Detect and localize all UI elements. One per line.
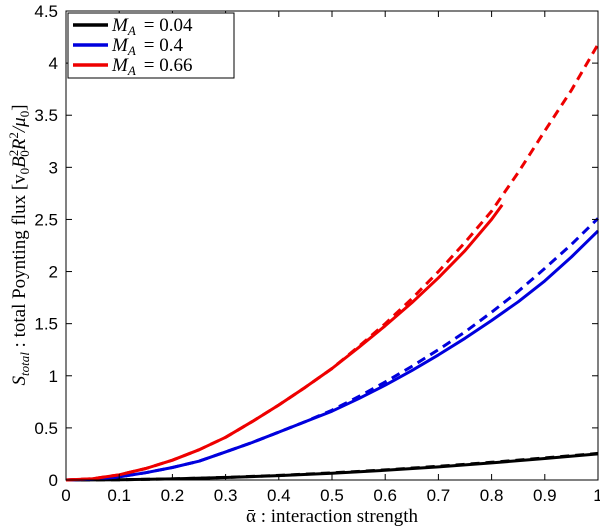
y-axis-label: Stotal : total Poynting flux [v0B20R2/μ0… bbox=[6, 104, 32, 385]
x-tick-label: 0.4 bbox=[267, 486, 291, 505]
x-tick-label: 1 bbox=[593, 486, 600, 505]
y-tick-label: 3 bbox=[49, 158, 58, 177]
x-tick-label: 0.8 bbox=[480, 486, 504, 505]
y-tick-label: 0 bbox=[49, 471, 58, 490]
y-label-sub-0c: 0 bbox=[17, 111, 32, 118]
y-tick-label: 4 bbox=[49, 54, 58, 73]
y-label-sup-2b: 2 bbox=[6, 132, 21, 139]
y-tick-label: 2 bbox=[49, 263, 58, 282]
x-tick-label: 0.7 bbox=[427, 486, 451, 505]
legend-label: MA = 0.66 bbox=[111, 55, 193, 78]
x-tick-label: 0.6 bbox=[373, 486, 397, 505]
x-tick-label: 0.5 bbox=[320, 486, 344, 505]
y-label-subscript: total bbox=[17, 352, 32, 376]
x-tick-label: 0.2 bbox=[161, 486, 185, 505]
y-label-text: : total Poynting flux [v bbox=[9, 174, 30, 352]
y-label-close: ] bbox=[9, 104, 30, 110]
x-axis-label: ᾱ : interaction strength bbox=[246, 506, 418, 527]
series-layer bbox=[65, 43, 600, 482]
y-label-sub-0a: 0 bbox=[17, 168, 32, 175]
series-m-a-0-04-solid-line bbox=[65, 452, 599, 482]
y-tick-label: 1 bbox=[49, 367, 58, 386]
legend-label: MA = 0.4 bbox=[111, 35, 183, 58]
y-tick-label: 1.5 bbox=[34, 315, 58, 334]
y-label-b: B bbox=[9, 156, 30, 168]
y-label-r: R bbox=[9, 138, 30, 151]
x-tick-label: 0 bbox=[61, 486, 70, 505]
y-tick-label: 3.5 bbox=[34, 106, 58, 125]
ticks-layer: 0 0.1 0.2 0.3 0.4 0.5 0.6 0.7 0.8 0.9 1 0 0.5 1 1.5 2 2.… bbox=[34, 2, 600, 505]
x-tick-label: 0.1 bbox=[107, 486, 131, 505]
y-tick-label: 4.5 bbox=[34, 2, 58, 21]
plot-background bbox=[66, 11, 598, 480]
series-m-a-0-66-solid-line bbox=[65, 204, 504, 482]
y-label-mu: /μ bbox=[9, 117, 30, 133]
y-tick-label: 0.5 bbox=[34, 419, 58, 438]
y-label-sup-2a: 2 bbox=[6, 150, 21, 157]
legend-label: MA = 0.04 bbox=[111, 15, 193, 38]
y-label-symbol: S bbox=[9, 376, 30, 386]
x-tick-label: 0.9 bbox=[533, 486, 557, 505]
x-tick-label: 0.3 bbox=[214, 486, 238, 505]
y-label-sub-0b: 0 bbox=[17, 150, 32, 157]
y-tick-label: 2.5 bbox=[34, 210, 58, 229]
series-m-a-0-4-solid-line bbox=[65, 229, 600, 482]
